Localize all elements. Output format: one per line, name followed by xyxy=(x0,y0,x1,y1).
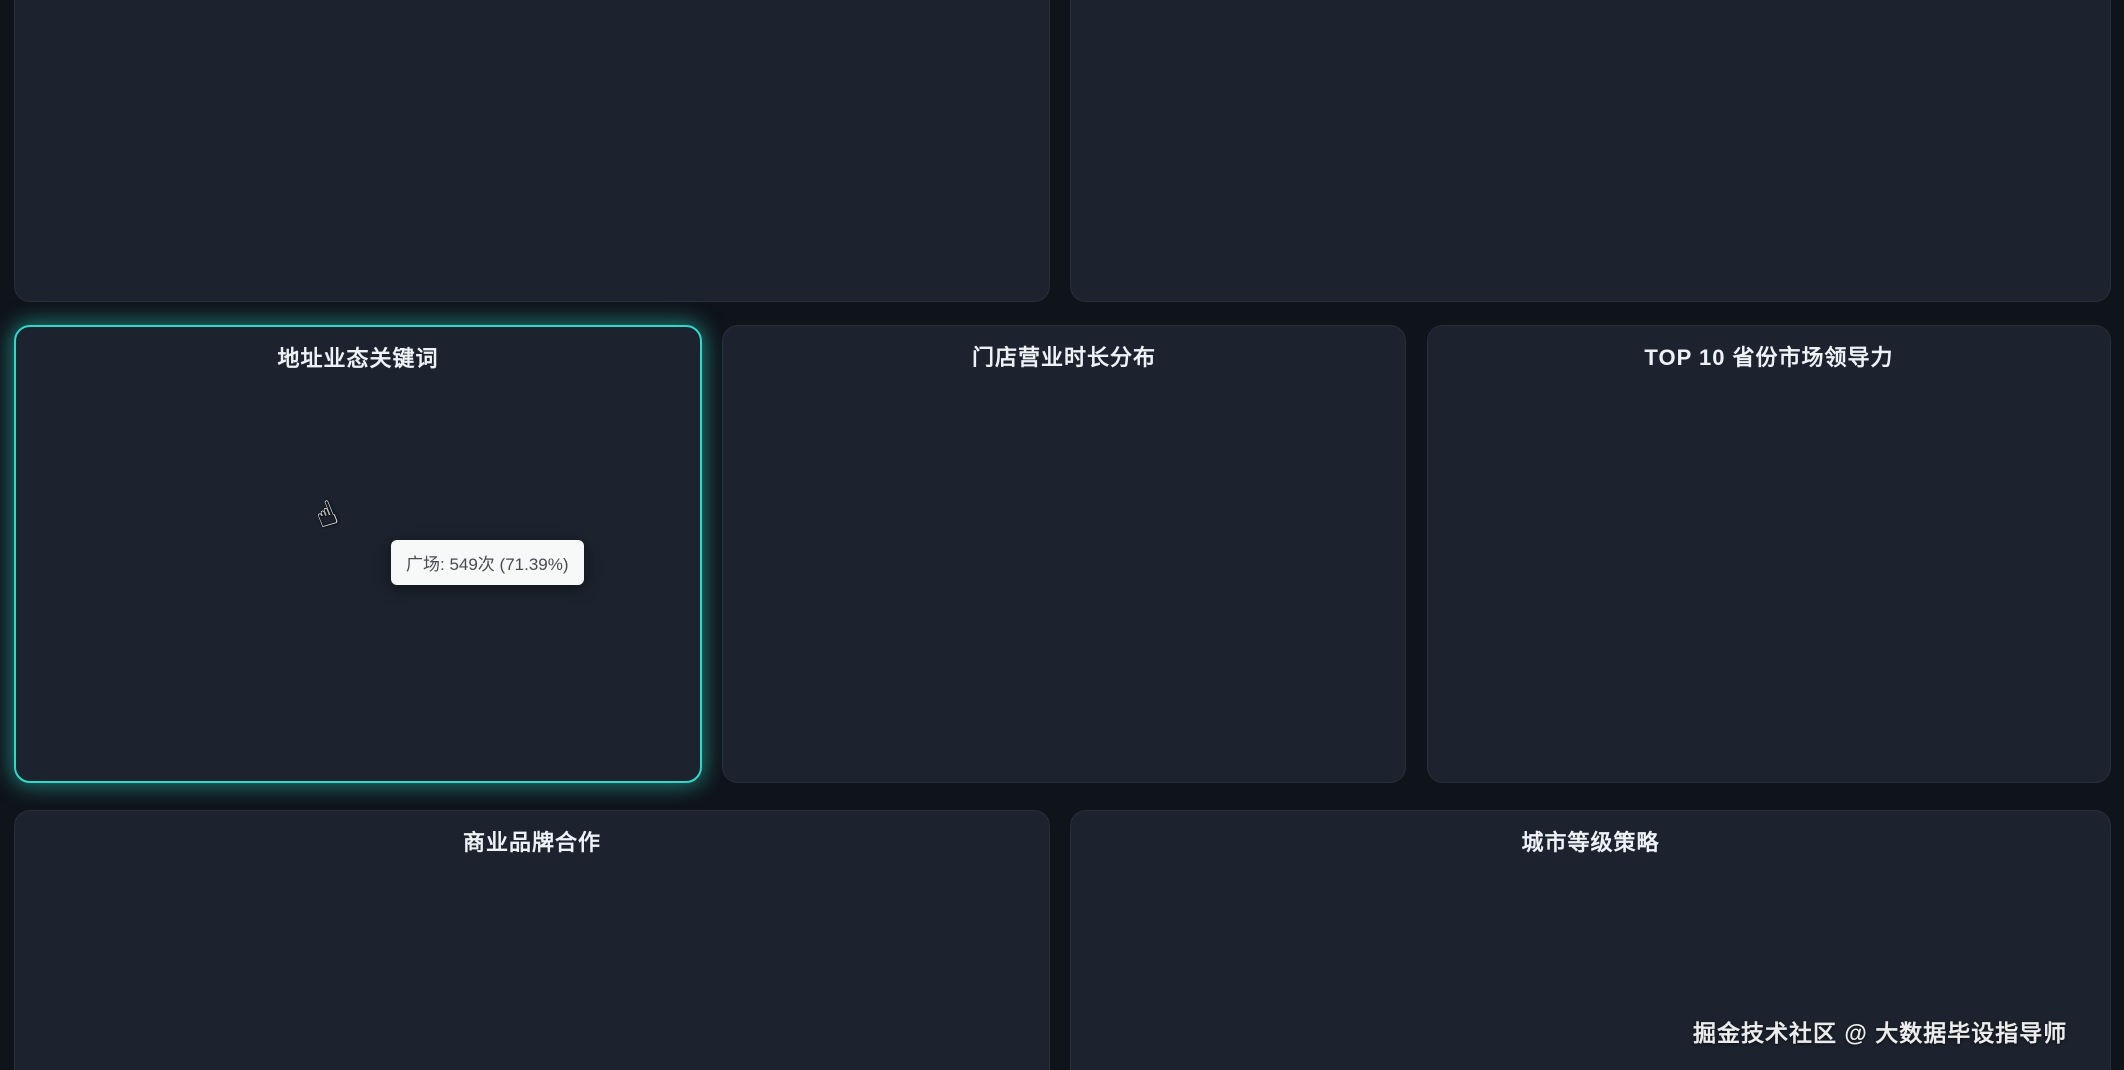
top10-bar-chart[interactable] xyxy=(1428,326,2111,783)
panel-city-tier: 城市等级策略 xyxy=(1070,810,2111,1070)
province-hours-bar-chart[interactable] xyxy=(1071,0,2111,302)
city-store-bar-chart[interactable] xyxy=(15,0,1050,302)
chart-title-hours-rose: 门店营业时长分布 xyxy=(971,345,1156,370)
panel-top10-provinces: TOP 10 省份市场领导力 xyxy=(1427,325,2111,783)
chart-title-wordcloud: 商业品牌合作 xyxy=(462,830,601,855)
chart-title-city-tier: 城市等级策略 xyxy=(1521,830,1660,855)
panel-hours-rose: 门店营业时长分布 xyxy=(722,325,1406,783)
watermark: 掘金技术社区 @ 大数据毕设指导师 xyxy=(1693,1020,2068,1046)
hours-rose-chart[interactable] xyxy=(723,326,1406,783)
chart-title-keyword-pie: 地址业态关键词 xyxy=(277,346,439,371)
panel-keyword-pie: 地址业态关键词 广场: 549次 (71.39%) ☝ xyxy=(14,325,702,783)
panel-city-store-ranking xyxy=(14,0,1050,302)
panel-province-hours xyxy=(1070,0,2111,302)
panel-brand-wordcloud: 商业品牌合作 xyxy=(14,810,1050,1070)
chart-tooltip: 广场: 549次 (71.39%) xyxy=(391,540,584,585)
keyword-pie-chart[interactable] xyxy=(16,327,702,783)
chart-title-top10: TOP 10 省份市场领导力 xyxy=(1644,345,1894,370)
